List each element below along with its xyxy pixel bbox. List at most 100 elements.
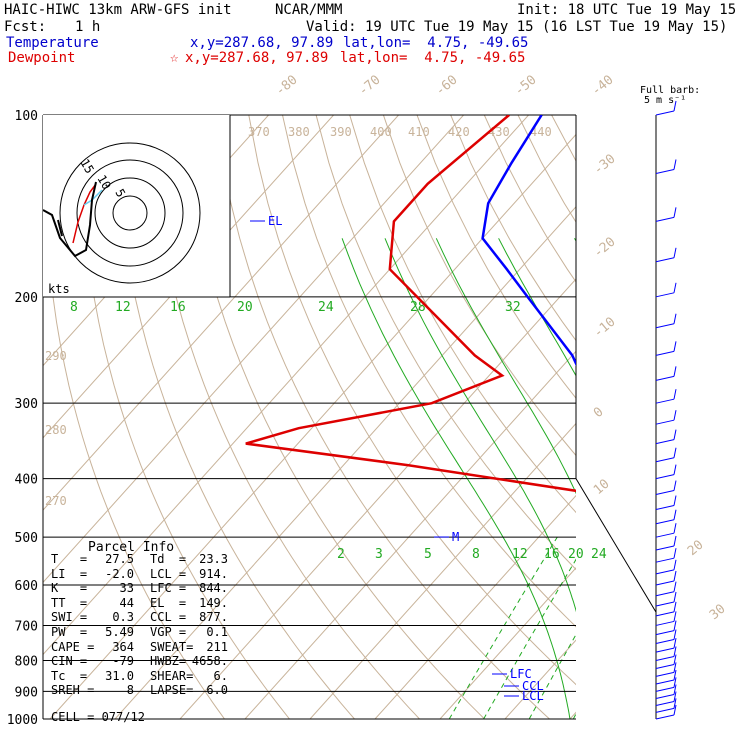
dry-adiabat xyxy=(619,115,740,719)
mixing-ratio-label: 24 xyxy=(318,300,334,315)
wind-barb xyxy=(655,169,675,175)
parcel-label: SWI = xyxy=(51,610,88,625)
isotherm-label: 30 xyxy=(707,602,729,624)
dry-adiabat xyxy=(315,115,576,571)
pressure-label: 200 xyxy=(15,291,38,306)
parcel-value: -2.0 xyxy=(105,566,134,581)
wind-barb-feather xyxy=(673,601,677,612)
wind-barb-feather xyxy=(673,691,677,702)
parcel-value: 8 xyxy=(126,683,134,698)
wind-barb xyxy=(655,545,675,551)
wind-barb xyxy=(655,557,675,563)
dewpoint-profile xyxy=(245,115,576,493)
wind-barb-feather xyxy=(673,669,677,681)
isotherm-line xyxy=(49,133,576,719)
mixing-ratio-label: 16 xyxy=(544,547,560,562)
wind-barb xyxy=(655,630,675,636)
mixing-ratio-label: 2 xyxy=(337,547,345,562)
isotherm-line xyxy=(43,115,399,511)
isotherm-label: -70 xyxy=(356,72,384,99)
wind-barb xyxy=(655,671,675,677)
wind-barb-feather xyxy=(673,684,677,695)
dewpoint-latlon: lat,lon= 4.75, -49.65 xyxy=(340,50,526,66)
parcel-value: 4658. xyxy=(191,654,228,669)
fcst-value: 1 h xyxy=(75,19,101,35)
theta-label: 430 xyxy=(488,125,510,139)
wind-barb xyxy=(655,323,675,329)
parcel-value: 44 xyxy=(119,595,134,610)
mixing-ratio-label: 20 xyxy=(568,547,584,562)
isotherm-label: -20 xyxy=(591,234,619,261)
wind-barb xyxy=(655,398,675,404)
isotherm-label: -30 xyxy=(591,151,619,178)
wind-barb-feather xyxy=(673,480,677,491)
moist-adiabat xyxy=(664,238,722,719)
theta-label: 420 xyxy=(448,125,470,139)
wind-barb xyxy=(655,457,675,463)
parcel-label: T = xyxy=(51,552,88,566)
wind-barb xyxy=(655,686,675,692)
dry-adiabat xyxy=(551,115,576,162)
model-title: HAIC-HIWC 13km ARW-GFS init xyxy=(4,2,232,18)
mixing-ratio-line xyxy=(666,537,740,719)
level-label: LFC xyxy=(510,667,532,681)
dry-adiabat xyxy=(483,115,576,283)
parcel-value: 877. xyxy=(199,610,228,625)
dry-adiabat xyxy=(382,115,576,457)
wind-barb xyxy=(655,679,675,685)
dry-adiabat xyxy=(113,115,355,719)
wind-barb xyxy=(655,257,675,263)
mixing-ratio-label: 32 xyxy=(505,300,521,315)
parcel-label: CIN = xyxy=(51,654,88,669)
wind-barb xyxy=(655,375,675,381)
wind-barb xyxy=(655,647,675,653)
wind-barb-feather xyxy=(673,464,677,475)
isotherm-line xyxy=(700,115,740,719)
parcel-label: Td = xyxy=(150,552,187,566)
wind-barb-feather xyxy=(673,389,677,400)
hodograph-ring-label: 10 xyxy=(94,173,113,193)
wind-barb xyxy=(655,490,675,496)
parcel-info-title: Parcel Info xyxy=(88,540,175,555)
parcel-label: Tc = xyxy=(51,668,88,683)
dry-adiabat xyxy=(517,115,576,224)
isotherm-line xyxy=(635,115,740,719)
theta-label: 440 xyxy=(530,125,552,139)
isotherm-line xyxy=(43,115,464,584)
parcel-value: 6. xyxy=(213,668,228,683)
mixing-ratio-line xyxy=(572,712,576,719)
hodograph-ring xyxy=(76,159,184,267)
wind-barb xyxy=(655,707,675,713)
dewpoint-xy: x,y=287.68, 97.89 xyxy=(185,50,329,66)
parcel-value: 364 xyxy=(112,639,134,654)
wind-barb-feather xyxy=(673,447,677,458)
wind-barb xyxy=(655,439,675,445)
parcel-label: SWEAT= xyxy=(150,639,194,654)
isotherm-label: -60 xyxy=(433,72,461,99)
wind-barb-feather xyxy=(673,581,677,592)
wind-barb xyxy=(655,694,675,700)
wind-barb xyxy=(655,655,675,661)
dewpoint-star: ☆ xyxy=(170,50,179,66)
parcel-value: 211 xyxy=(206,639,228,654)
isotherm-line xyxy=(374,494,576,719)
dry-adiabat xyxy=(720,115,740,719)
isotherm-line xyxy=(504,639,576,719)
theta-label: 380 xyxy=(288,125,310,139)
isotherm-line xyxy=(114,206,576,719)
wind-barb-feather xyxy=(673,247,677,258)
dry-adiabat xyxy=(147,115,420,719)
temperature-label: Temperature xyxy=(6,35,99,51)
temperature-latlon: lat,lon= 4.75, -49.65 xyxy=(343,35,529,51)
wind-barb-feather xyxy=(673,410,677,421)
wind-barb-feather xyxy=(673,429,677,440)
wind-barb xyxy=(655,569,675,575)
pressure-label: 500 xyxy=(15,531,38,546)
wind-barb-feather xyxy=(673,611,677,622)
hodograph-ring xyxy=(112,195,148,231)
hodograph-panel xyxy=(43,115,230,297)
fcst-label: Fcst: xyxy=(4,19,47,35)
mixing-ratio-label: 3 xyxy=(375,547,383,562)
theta-label: 400 xyxy=(370,125,392,139)
